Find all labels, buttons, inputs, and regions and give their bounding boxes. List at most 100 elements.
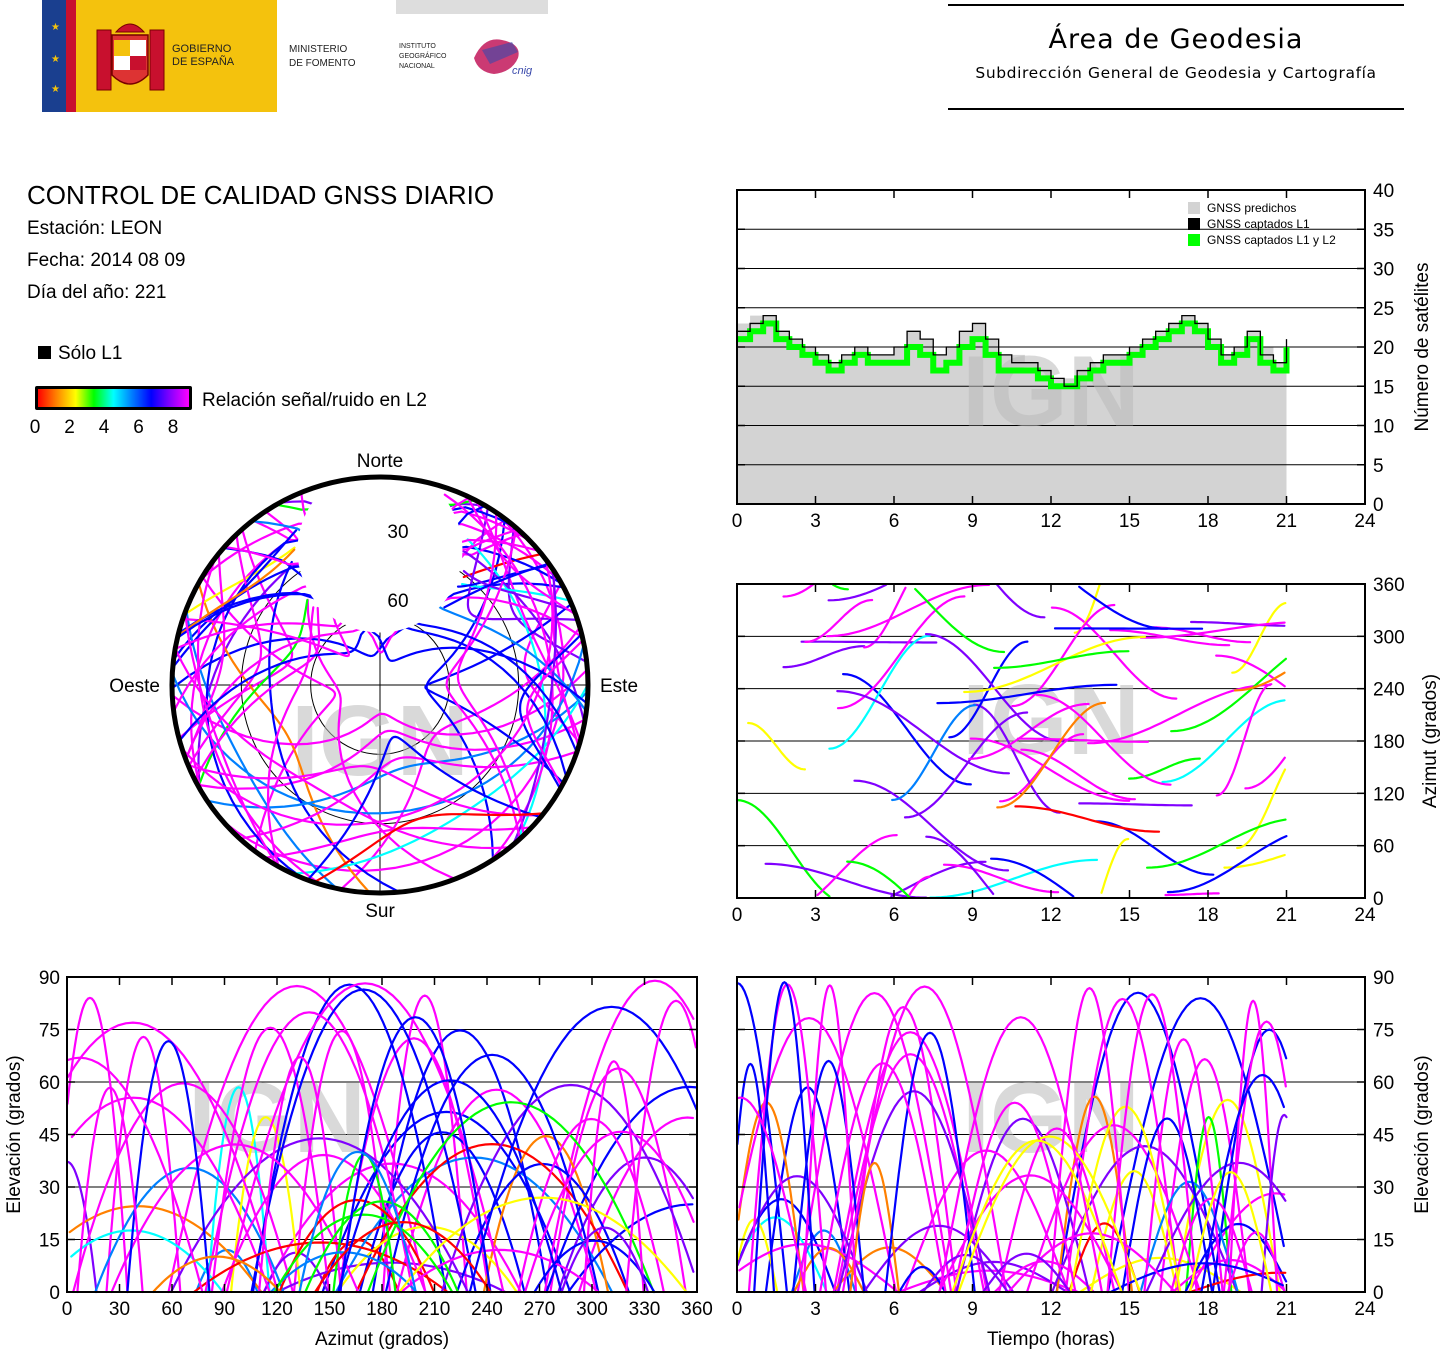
y-tick-label: 0	[49, 1283, 60, 1304]
satellite-track	[278, 1198, 435, 1294]
satellite-track	[863, 586, 907, 649]
satellite-track	[996, 583, 1046, 619]
satellite-track	[1260, 1113, 1288, 1294]
satellite-track	[836, 595, 966, 710]
satellite-track	[68, 1205, 263, 1294]
satellite-track	[1049, 986, 1130, 1294]
satellite-track	[1106, 993, 1198, 1294]
satellite-track	[938, 1016, 1103, 1294]
red-stripe	[66, 0, 76, 112]
y-axis-label: Elevación (grados)	[1412, 1055, 1433, 1213]
y-axis-label: Número de satélites	[1412, 263, 1433, 432]
only-l1-swatch	[38, 346, 51, 359]
y-tick-label: 15	[39, 1231, 60, 1252]
inst-text-1: INSTITUTO	[399, 43, 436, 50]
satellite-track	[1200, 1073, 1285, 1294]
compass-west-label: Oeste	[109, 676, 160, 697]
satellite-track	[737, 1101, 805, 1294]
satellite-track	[804, 598, 874, 643]
snr-colorbar	[38, 389, 189, 407]
satellite-track	[929, 858, 1099, 899]
x-axis-label: Azimut (grados)	[315, 1329, 449, 1350]
gov-text-2: DE ESPAÑA	[172, 55, 235, 68]
snr-tick-label: 0	[30, 417, 41, 438]
x-tick-label: 6	[889, 1299, 900, 1320]
y-tick-label: 30	[1373, 1178, 1394, 1199]
skyplot-border	[169, 474, 591, 896]
satellite-track	[1078, 802, 1193, 807]
satellite-track	[152, 1255, 282, 1294]
y-tick-label: 15	[1373, 1231, 1394, 1252]
satellite-track	[517, 1117, 665, 1294]
satellite-track	[1166, 835, 1288, 894]
header-top-rule	[948, 4, 1404, 6]
satellite-track	[185, 608, 338, 890]
satellite-track	[1164, 892, 1220, 897]
y-tick-label: 60	[39, 1073, 60, 1094]
satellite-track	[196, 718, 587, 790]
y-axis-label: Elevación (grados)	[4, 1055, 25, 1213]
satellite-track	[258, 1056, 343, 1294]
satellite-track	[355, 1142, 629, 1294]
satellite-track	[853, 779, 1010, 872]
y-tick-label: 75	[1373, 1021, 1394, 1042]
satellite-track	[1184, 1115, 1233, 1294]
cnig-logo-icon: cnig	[474, 39, 533, 77]
y-tick-label: 20	[1373, 338, 1394, 359]
satellite-track	[827, 583, 888, 602]
header-logo: ★ ★ ★ GOBIERNO DE ESPAÑA MINISTERIO DE F…	[42, 0, 548, 112]
compass-south-label: Sur	[365, 901, 395, 922]
satellite-track	[1139, 1180, 1239, 1294]
x-tick-label: 6	[889, 511, 900, 532]
satellite-track	[384, 1053, 600, 1294]
x-tick-label: 18	[1197, 511, 1218, 532]
satellite-track	[846, 860, 911, 899]
satellite-track	[1143, 1038, 1224, 1294]
eu-star-icon: ★	[51, 54, 60, 65]
eu-star-icon: ★	[51, 22, 60, 33]
x-tick-label: 9	[967, 511, 978, 532]
satellite-track	[735, 799, 831, 898]
satellite-track	[1121, 1117, 1214, 1294]
x-tick-label: 60	[161, 1299, 182, 1320]
x-tick-label: 0	[62, 1299, 73, 1320]
satellite-track	[990, 857, 1075, 898]
x-tick-label: 12	[1040, 905, 1061, 926]
inst-text-3: NACIONAL	[399, 63, 435, 70]
satellite-track	[184, 552, 226, 761]
x-tick-label: 210	[419, 1299, 451, 1320]
satellite-track	[1109, 629, 1231, 647]
satellite-track	[298, 1150, 417, 1294]
satellite-track	[1161, 699, 1286, 784]
satellite-track	[973, 703, 1061, 814]
y-axis-label: Azimut (grados)	[1420, 674, 1441, 808]
satellite-track	[884, 1031, 976, 1294]
satellite-track	[183, 546, 296, 616]
satellite-track	[126, 1040, 211, 1294]
x-tick-label: 18	[1197, 905, 1218, 926]
satellite-track	[177, 591, 568, 779]
satellite-track	[1145, 1161, 1287, 1294]
satellite-track	[66, 1056, 204, 1294]
satellite-track	[70, 1229, 224, 1294]
satellite-track	[1190, 620, 1286, 627]
x-tick-label: 12	[1040, 1299, 1061, 1320]
satellite-track	[736, 981, 788, 1294]
satellite-track	[849, 1161, 900, 1294]
satellite-track	[753, 981, 816, 1294]
satellite-track	[321, 1110, 572, 1294]
satellite-track	[782, 645, 866, 669]
satellite-track	[337, 1079, 563, 1294]
only-l1-label: Sólo L1	[58, 343, 122, 364]
x-tick-label: 12	[1040, 511, 1061, 532]
snr-legend: Sólo L1 Relación señal/ruido en L2 0 2 4 6 8	[30, 343, 427, 438]
skyplot-chart: IGN 30 60 Norte Sur Este Oeste	[109, 451, 638, 922]
satellite-track	[903, 711, 1029, 819]
satellite-track	[1184, 1222, 1288, 1294]
satellite-track	[736, 1062, 776, 1294]
cnig-text: cnig	[512, 65, 533, 77]
satellite-track	[1228, 999, 1279, 1294]
satellite-track	[1236, 768, 1287, 850]
satellite-track	[440, 1083, 695, 1294]
